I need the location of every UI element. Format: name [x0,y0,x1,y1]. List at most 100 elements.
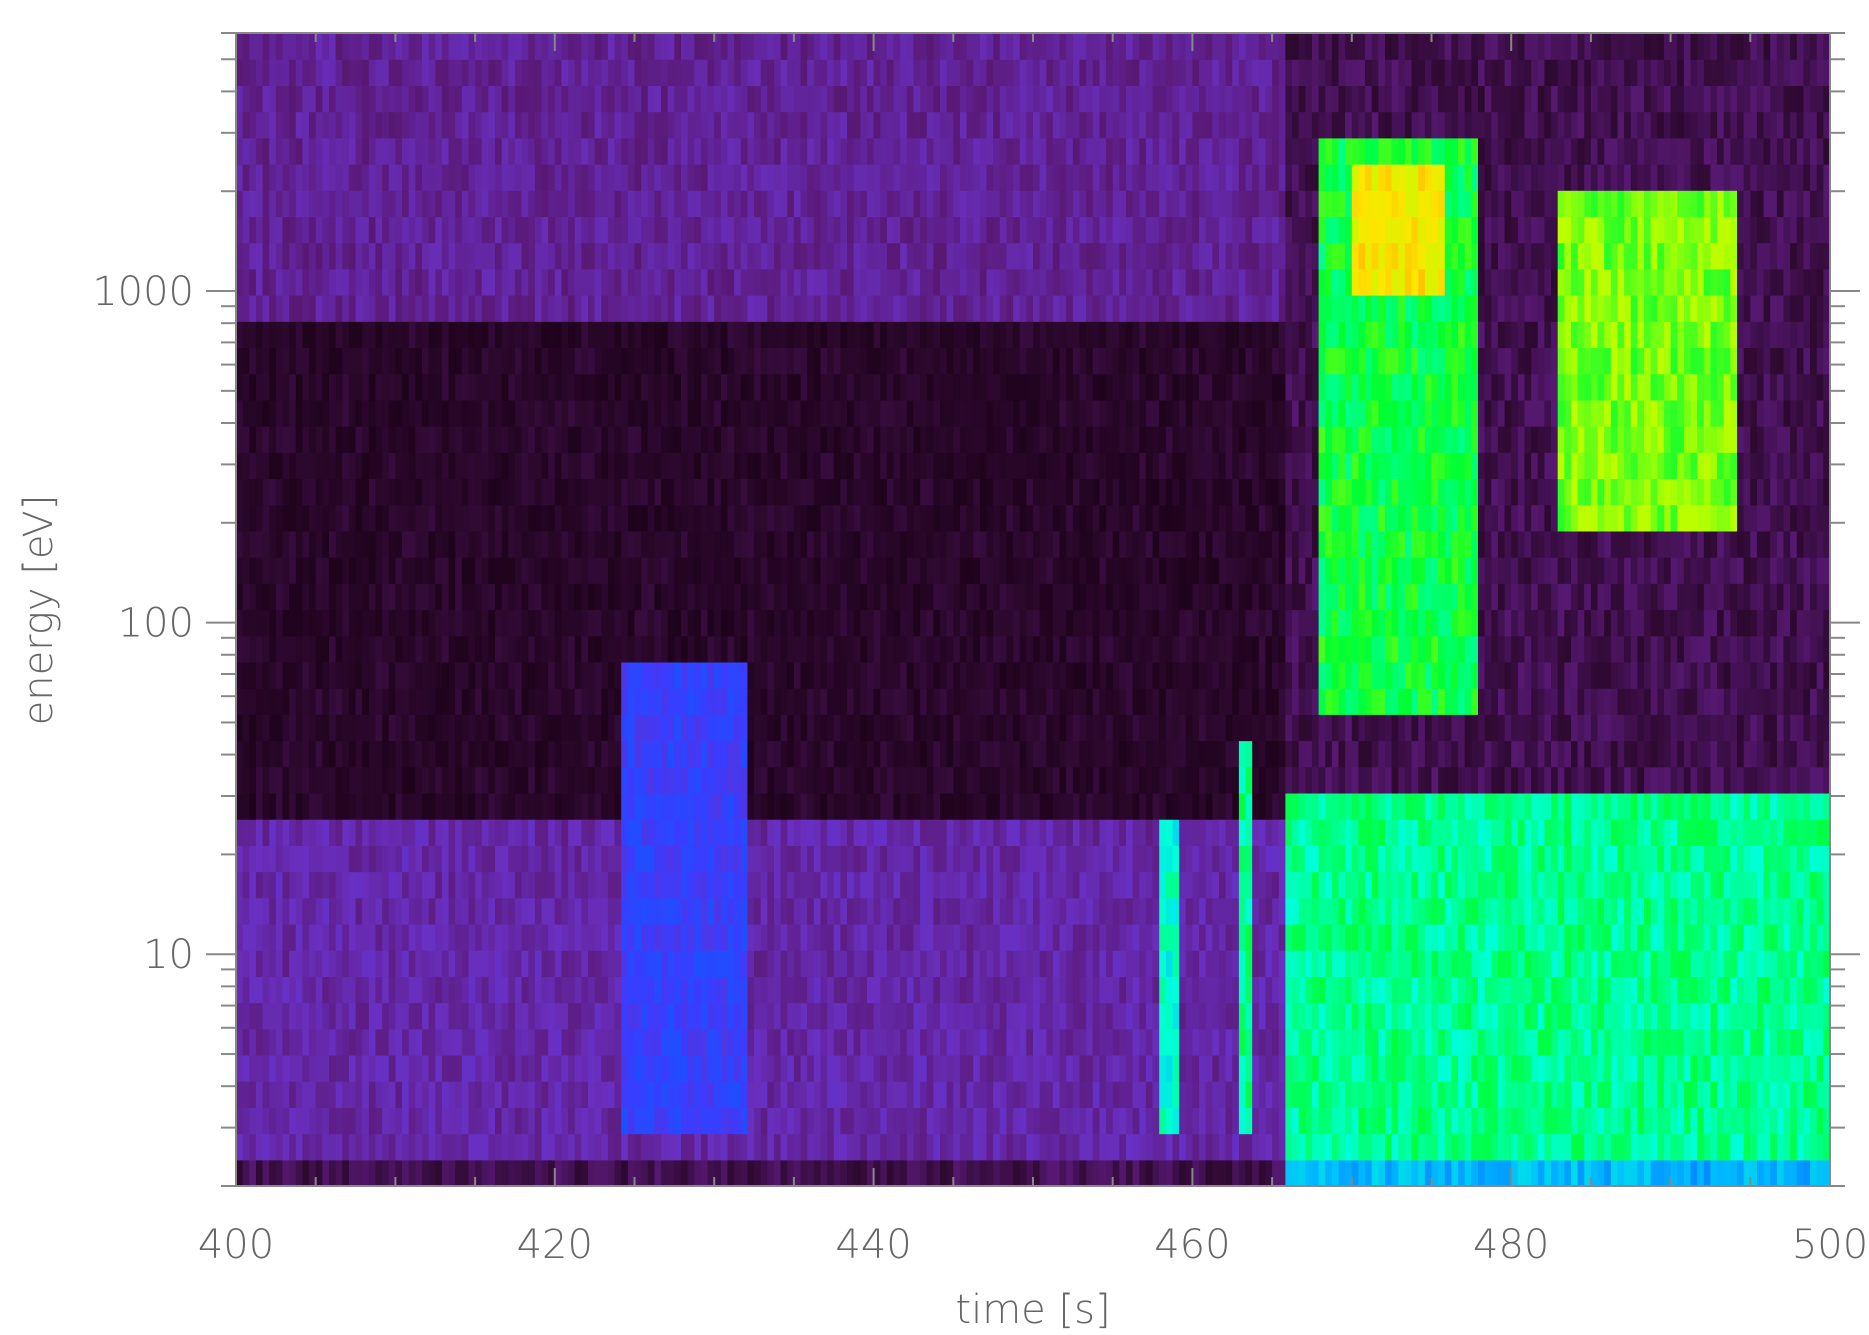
heatmap-cell [375,897,383,925]
heatmap-cell [342,399,350,427]
heatmap-cell [607,242,616,270]
heatmap-cell [614,190,622,218]
heatmap-cell [873,137,881,165]
heatmap-cell [754,950,762,977]
heatmap-cell [614,950,622,977]
heatmap-cell [348,137,357,165]
heatmap-cell [661,85,669,113]
heatmap-cell [508,609,516,637]
heatmap-cell [720,950,729,977]
heatmap-cell [627,766,636,794]
heatmap-cell [687,373,695,401]
heatmap-cell [488,59,496,86]
heatmap-cell [654,347,662,375]
heatmap-cell [873,557,881,584]
heatmap-cell [428,714,436,742]
heatmap-cell [441,871,450,899]
heatmap-cell [262,897,270,925]
heatmap-cell [362,845,370,873]
heatmap-cell [428,137,436,165]
heatmap-cell [541,164,549,191]
heatmap-cell [920,242,928,270]
heatmap-cell [680,111,689,139]
heatmap-cell [448,714,456,742]
heatmap-cell [521,583,529,611]
heatmap-cell [714,426,722,453]
heatmap-cell [926,452,934,480]
heatmap-cell [561,976,569,1004]
heatmap-cell [900,792,908,820]
heatmap-cell [421,478,430,506]
heatmap-cell [754,740,762,768]
heatmap-cell [780,871,788,899]
heatmap-cell [588,845,596,873]
heatmap-cell [621,845,629,873]
heatmap-cell [588,111,596,139]
heatmap-cell [315,85,323,113]
heatmap-cell [634,268,642,296]
heatmap-cell [667,1107,675,1135]
heatmap-cell [614,295,622,322]
heatmap-cell [979,897,988,925]
heatmap-cell [641,583,649,611]
heatmap-cell [548,688,556,715]
heatmap-cell [833,399,841,427]
heatmap-cell [568,609,576,637]
heatmap-cell [807,1028,815,1056]
heatmap-cell [641,268,649,296]
heatmap-cell [979,1159,988,1186]
heatmap-cell [262,845,270,873]
heatmap-cell [408,1159,416,1186]
heatmap-cell [647,766,656,794]
heatmap-cell [800,111,808,139]
heatmap-cell [455,321,463,349]
heatmap-cell [322,164,330,191]
heatmap-cell [289,609,297,637]
heatmap-cell [847,688,855,715]
heatmap-cell [674,714,682,742]
heatmap-cell [807,504,815,532]
heatmap-cell [528,609,536,637]
heatmap-cell [687,426,695,453]
heatmap-cell [734,1159,742,1186]
heatmap-cell [275,85,284,113]
heatmap-cell [773,1081,782,1108]
heatmap-cell [302,766,310,794]
heatmap-cell [780,1054,788,1082]
heatmap-cell [893,1002,901,1030]
heatmap-cell [973,1054,981,1082]
heatmap-cell [847,504,855,532]
heatmap-cell [734,190,742,218]
heatmap-cell [740,714,749,742]
heatmap-cell [661,845,669,873]
heatmap-cell [368,557,377,584]
heatmap-cell [255,950,264,977]
heatmap-cell [528,504,536,532]
heatmap-cell [342,85,350,113]
heatmap-cell [315,845,323,873]
heatmap-cell [747,478,755,506]
heatmap-cell [408,242,416,270]
heatmap-cell [528,714,536,742]
heatmap-cell [893,557,901,584]
heatmap-cell [940,740,948,768]
heatmap-cell [481,452,489,480]
heatmap-cell [415,85,423,113]
heatmap-cell [926,1081,934,1108]
heatmap-cell [402,1002,410,1030]
heatmap-cell [627,347,636,375]
heatmap-cell [627,557,636,584]
heatmap-cell [720,190,729,218]
heatmap-cell [920,373,928,401]
heatmap-cell [448,399,456,427]
heatmap-cell [461,871,470,899]
heatmap-cell [554,740,563,768]
heatmap-cell [860,583,868,611]
heatmap-cell [800,1002,808,1030]
heatmap-cell [820,190,828,218]
heatmap-cell [541,373,549,401]
heatmap-cell [368,1028,377,1056]
heatmap-cell [534,85,543,113]
heatmap-cell [282,740,290,768]
heatmap-cell [913,792,921,820]
